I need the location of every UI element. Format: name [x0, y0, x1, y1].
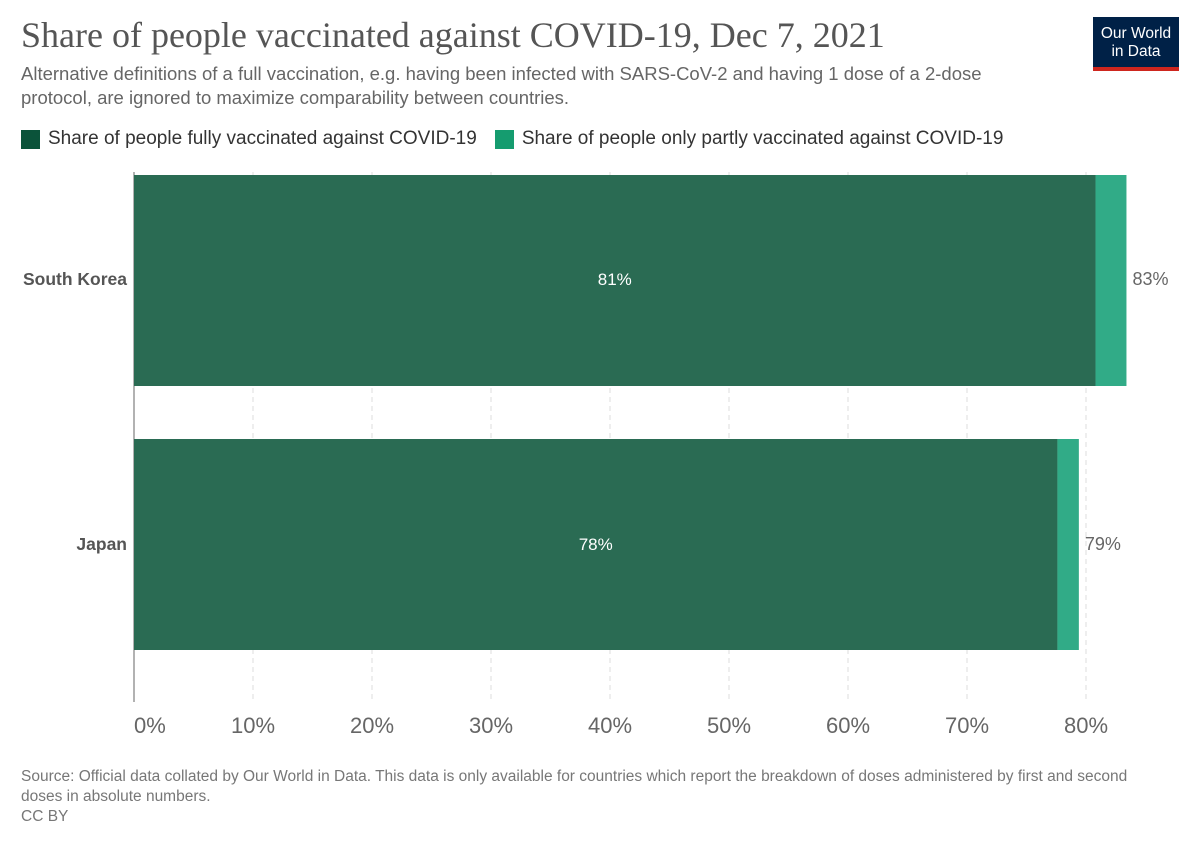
x-tick-label: 30% — [469, 713, 513, 738]
x-tick-label: 20% — [350, 713, 394, 738]
bar-fully-vaccinated — [134, 439, 1058, 650]
legend-swatch-fully — [21, 129, 40, 149]
legend-item-fully[interactable]: Share of people fully vaccinated against… — [21, 128, 477, 150]
chart-title: Share of people vaccinated against COVID… — [21, 15, 885, 55]
x-tick-label: 70% — [945, 713, 989, 738]
bar-value-label: 78% — [579, 535, 613, 554]
bar-fully-vaccinated — [134, 175, 1096, 386]
legend-label-partly: Share of people only partly vaccinated a… — [521, 128, 1004, 149]
x-tick-label: 40% — [588, 713, 632, 738]
source-note: Source: Official data collated by Our Wo… — [21, 768, 1128, 805]
x-tick-label: 10% — [231, 713, 275, 738]
logo-line-1: Our World — [1100, 25, 1172, 42]
legend-label-fully: Share of people fully vaccinated against… — [48, 128, 477, 149]
bar-partly-vaccinated — [1057, 439, 1079, 650]
bar-total-label: 79% — [1085, 534, 1121, 554]
chart-subtitle: Alternative definitions of a full vaccin… — [21, 63, 982, 108]
category-label: Japan — [76, 534, 127, 554]
x-tick-label: 50% — [707, 713, 751, 738]
legend: Share of people fully vaccinated against… — [21, 128, 1021, 150]
license-note: CC BY — [21, 808, 69, 825]
owid-logo[interactable]: Our World in Data — [1093, 17, 1179, 71]
logo-accent-bar — [1093, 67, 1179, 71]
legend-item-partly[interactable]: Share of people only partly vaccinated a… — [494, 128, 1004, 150]
bar-total-label: 83% — [1132, 269, 1168, 289]
bar-value-label: 81% — [598, 270, 632, 289]
x-tick-label: 60% — [826, 713, 870, 738]
footer: Source: Official data collated by Our Wo… — [21, 767, 1161, 827]
category-label: South Korea — [23, 269, 127, 289]
legend-swatch-partly — [494, 129, 514, 149]
logo-line-2: in Data — [1111, 43, 1161, 60]
bar-partly-vaccinated — [1095, 175, 1127, 386]
x-tick-label: 80% — [1064, 713, 1108, 738]
x-tick-label: 0% — [134, 713, 166, 738]
